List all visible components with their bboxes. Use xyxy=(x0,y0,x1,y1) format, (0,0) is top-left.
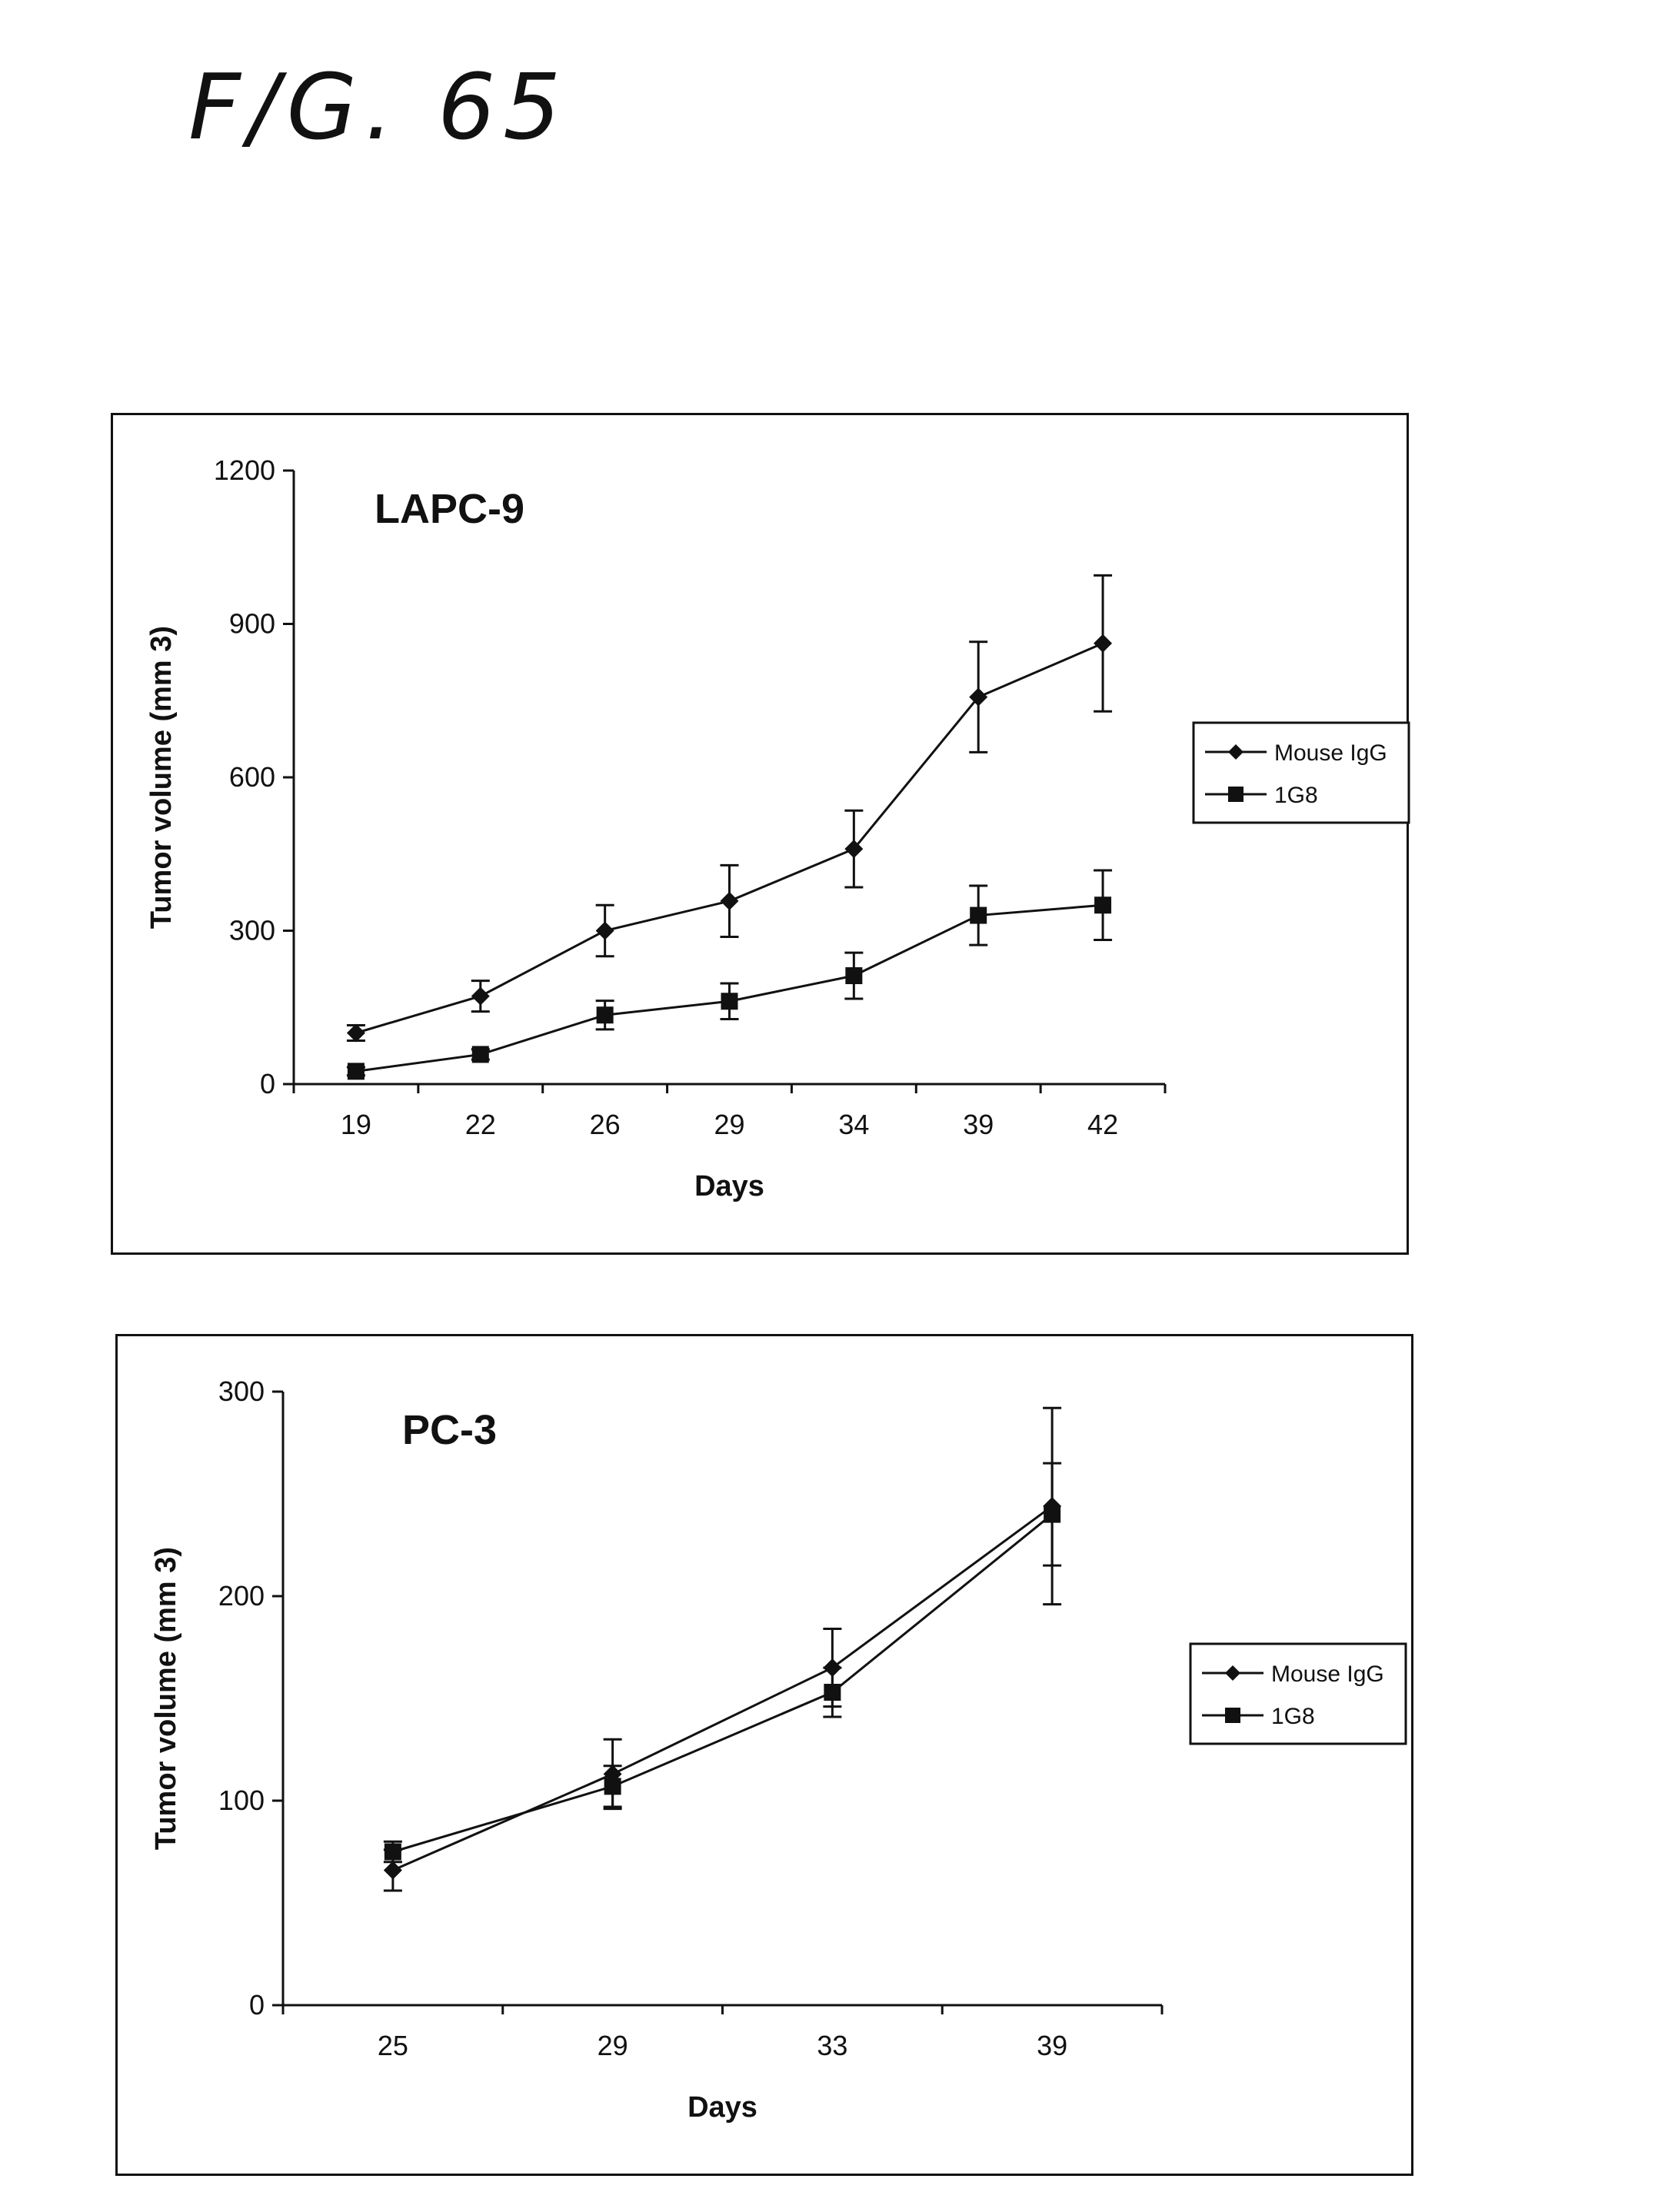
x-axis-title: Days xyxy=(694,1170,764,1202)
chart-lapc9: 0 300 600 900 1200 19 22 26 29 34 39 42 Days Tumor vo… xyxy=(145,454,1410,1202)
legend-label: Mouse IgG xyxy=(1271,1661,1384,1687)
data-point-square xyxy=(1094,896,1112,914)
data-point-diamond xyxy=(720,891,739,910)
series-mouse-igg xyxy=(346,574,1113,1043)
data-point-square xyxy=(604,1778,621,1795)
data-point-diamond xyxy=(595,921,614,940)
y-tick-label: 100 xyxy=(218,1785,265,1816)
legend-box xyxy=(1189,1642,1407,1745)
data-point-square xyxy=(845,967,863,985)
legend: Mouse IgG 1G8 xyxy=(1192,721,1410,824)
data-point-square xyxy=(596,1006,614,1024)
chart-panel-pc3: 0 100 200 300 25 29 33 39 Days Tumor volume (mm 3… xyxy=(115,1334,1413,2176)
data-point-diamond xyxy=(1094,634,1113,653)
data-point-diamond xyxy=(346,1023,365,1043)
data-point-diamond xyxy=(844,840,864,859)
series-line xyxy=(392,1505,1054,1871)
chart-panel-lapc9: 0 300 600 900 1200 19 22 26 29 34 39 42 Days Tumor vo… xyxy=(111,413,1410,1255)
series-line xyxy=(392,1513,1054,1853)
x-tick-label: 42 xyxy=(1087,1109,1118,1140)
legend-box xyxy=(1192,721,1410,824)
legend: Mouse IgG 1G8 xyxy=(1189,1642,1407,1745)
chart-pc3: 0 100 200 300 25 29 33 39 Days Tumor volume (mm 3… xyxy=(150,1375,1407,2124)
data-point-square xyxy=(1044,1505,1061,1523)
y-axis-title: Tumor volume (mm 3) xyxy=(145,626,178,929)
x-tick-label: 22 xyxy=(465,1109,496,1140)
x-tick-label: 19 xyxy=(341,1109,371,1140)
series-1g8 xyxy=(383,1462,1062,1864)
x-tick-label: 25 xyxy=(378,2030,408,2061)
legend-label: 1G8 xyxy=(1271,1704,1315,1729)
y-tick-label: 600 xyxy=(229,761,275,793)
x-tick-label: 39 xyxy=(1037,2030,1067,2061)
y-axis-title: Tumor volume (mm 3) xyxy=(150,1547,182,1850)
y-tick-label: 300 xyxy=(218,1375,265,1407)
x-tick-label: 29 xyxy=(714,1109,744,1140)
y-tick-label: 0 xyxy=(260,1068,275,1099)
data-point-square xyxy=(384,1843,401,1861)
chart-title: PC-3 xyxy=(402,1407,497,1453)
legend-marker-square xyxy=(1228,787,1244,802)
legend-marker-diamond xyxy=(1228,744,1244,760)
x-tick-label: 39 xyxy=(963,1109,994,1140)
y-tick-label: 900 xyxy=(229,608,275,640)
x-tick-label: 33 xyxy=(817,2030,847,2061)
legend-label: 1G8 xyxy=(1274,783,1318,808)
data-point-square xyxy=(471,1046,489,1063)
legend-label: Mouse IgG xyxy=(1274,740,1387,766)
data-point-diamond xyxy=(471,986,490,1006)
series-line xyxy=(355,642,1104,1034)
data-point-square xyxy=(970,906,987,924)
y-tick-label: 1200 xyxy=(214,454,275,486)
x-tick-label: 34 xyxy=(838,1109,869,1140)
data-point-diamond xyxy=(969,687,988,707)
legend-marker-square xyxy=(1225,1708,1240,1723)
series-mouse-igg xyxy=(383,1406,1062,1892)
figure-title: F/G. 65 xyxy=(188,54,569,160)
x-tick-label: 26 xyxy=(590,1109,621,1140)
data-point-diamond xyxy=(383,1861,402,1880)
chart-title: LAPC-9 xyxy=(375,486,524,532)
y-tick-label: 300 xyxy=(229,915,275,946)
data-point-square xyxy=(721,993,738,1010)
y-tick-label: 0 xyxy=(249,1989,265,2021)
data-point-square xyxy=(824,1684,841,1701)
y-tick-label: 200 xyxy=(218,1580,265,1612)
series-1g8 xyxy=(346,869,1113,1080)
legend-marker-diamond xyxy=(1225,1665,1240,1681)
x-axis-title: Days xyxy=(688,2091,757,2124)
x-tick-label: 29 xyxy=(598,2030,628,2061)
data-point-square xyxy=(347,1063,365,1080)
